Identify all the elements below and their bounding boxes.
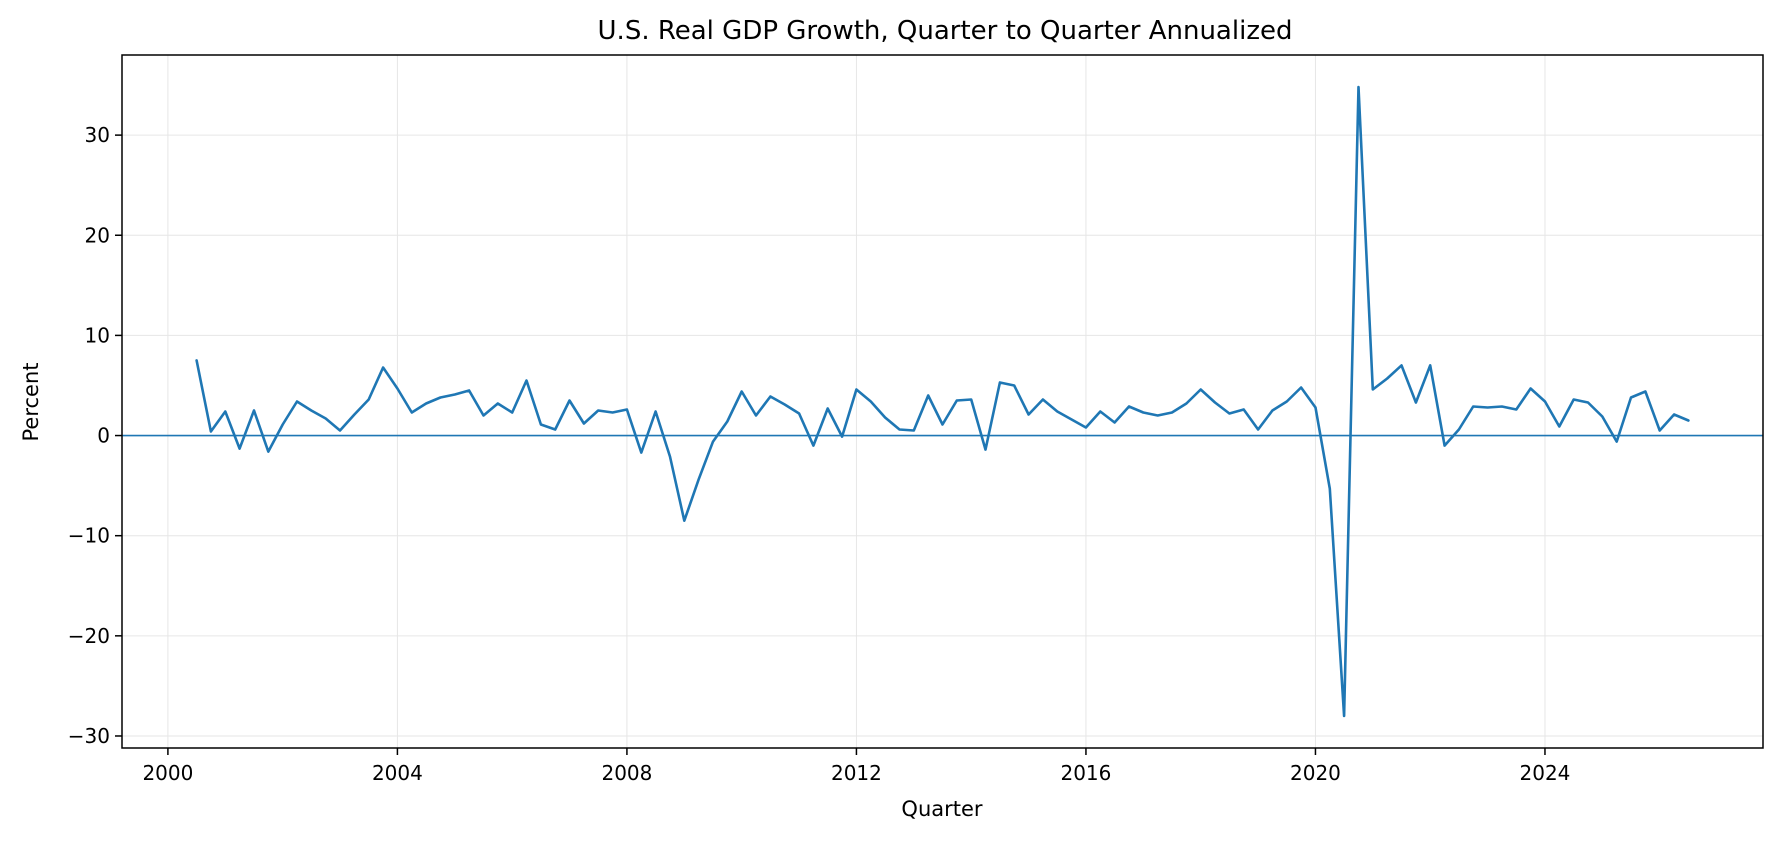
y-tick-label: −20 <box>68 624 110 648</box>
plot-area <box>122 55 1763 748</box>
x-tick-label: 2004 <box>372 761 423 785</box>
x-axis-ticks: 2000 2004 2008 2012 2016 2020 2024 <box>142 748 1570 785</box>
y-tick-label: 10 <box>85 323 110 347</box>
y-tick-label: 0 <box>97 424 110 448</box>
x-tick-label: 2016 <box>1060 761 1111 785</box>
x-tick-label: 2012 <box>831 761 882 785</box>
x-tick-label: 2024 <box>1520 761 1571 785</box>
y-tick-label: −10 <box>68 524 110 548</box>
x-tick-label: 2020 <box>1290 761 1341 785</box>
chart-title: U.S. Real GDP Growth, Quarter to Quarter… <box>598 16 1293 46</box>
y-axis-ticks: −30 −20 −10 0 10 20 30 <box>68 123 122 748</box>
y-tick-label: 30 <box>85 123 110 147</box>
y-tick-label: 20 <box>85 223 110 247</box>
axes-frame <box>121 54 1764 749</box>
y-tick-label: −30 <box>68 724 110 748</box>
x-tick-label: 2000 <box>142 761 193 785</box>
gdp-growth-line <box>195 85 1690 718</box>
y-axis-label: Percent <box>19 362 43 441</box>
x-axis-label: Quarter <box>901 797 982 821</box>
x-tick-label: 2008 <box>601 761 652 785</box>
